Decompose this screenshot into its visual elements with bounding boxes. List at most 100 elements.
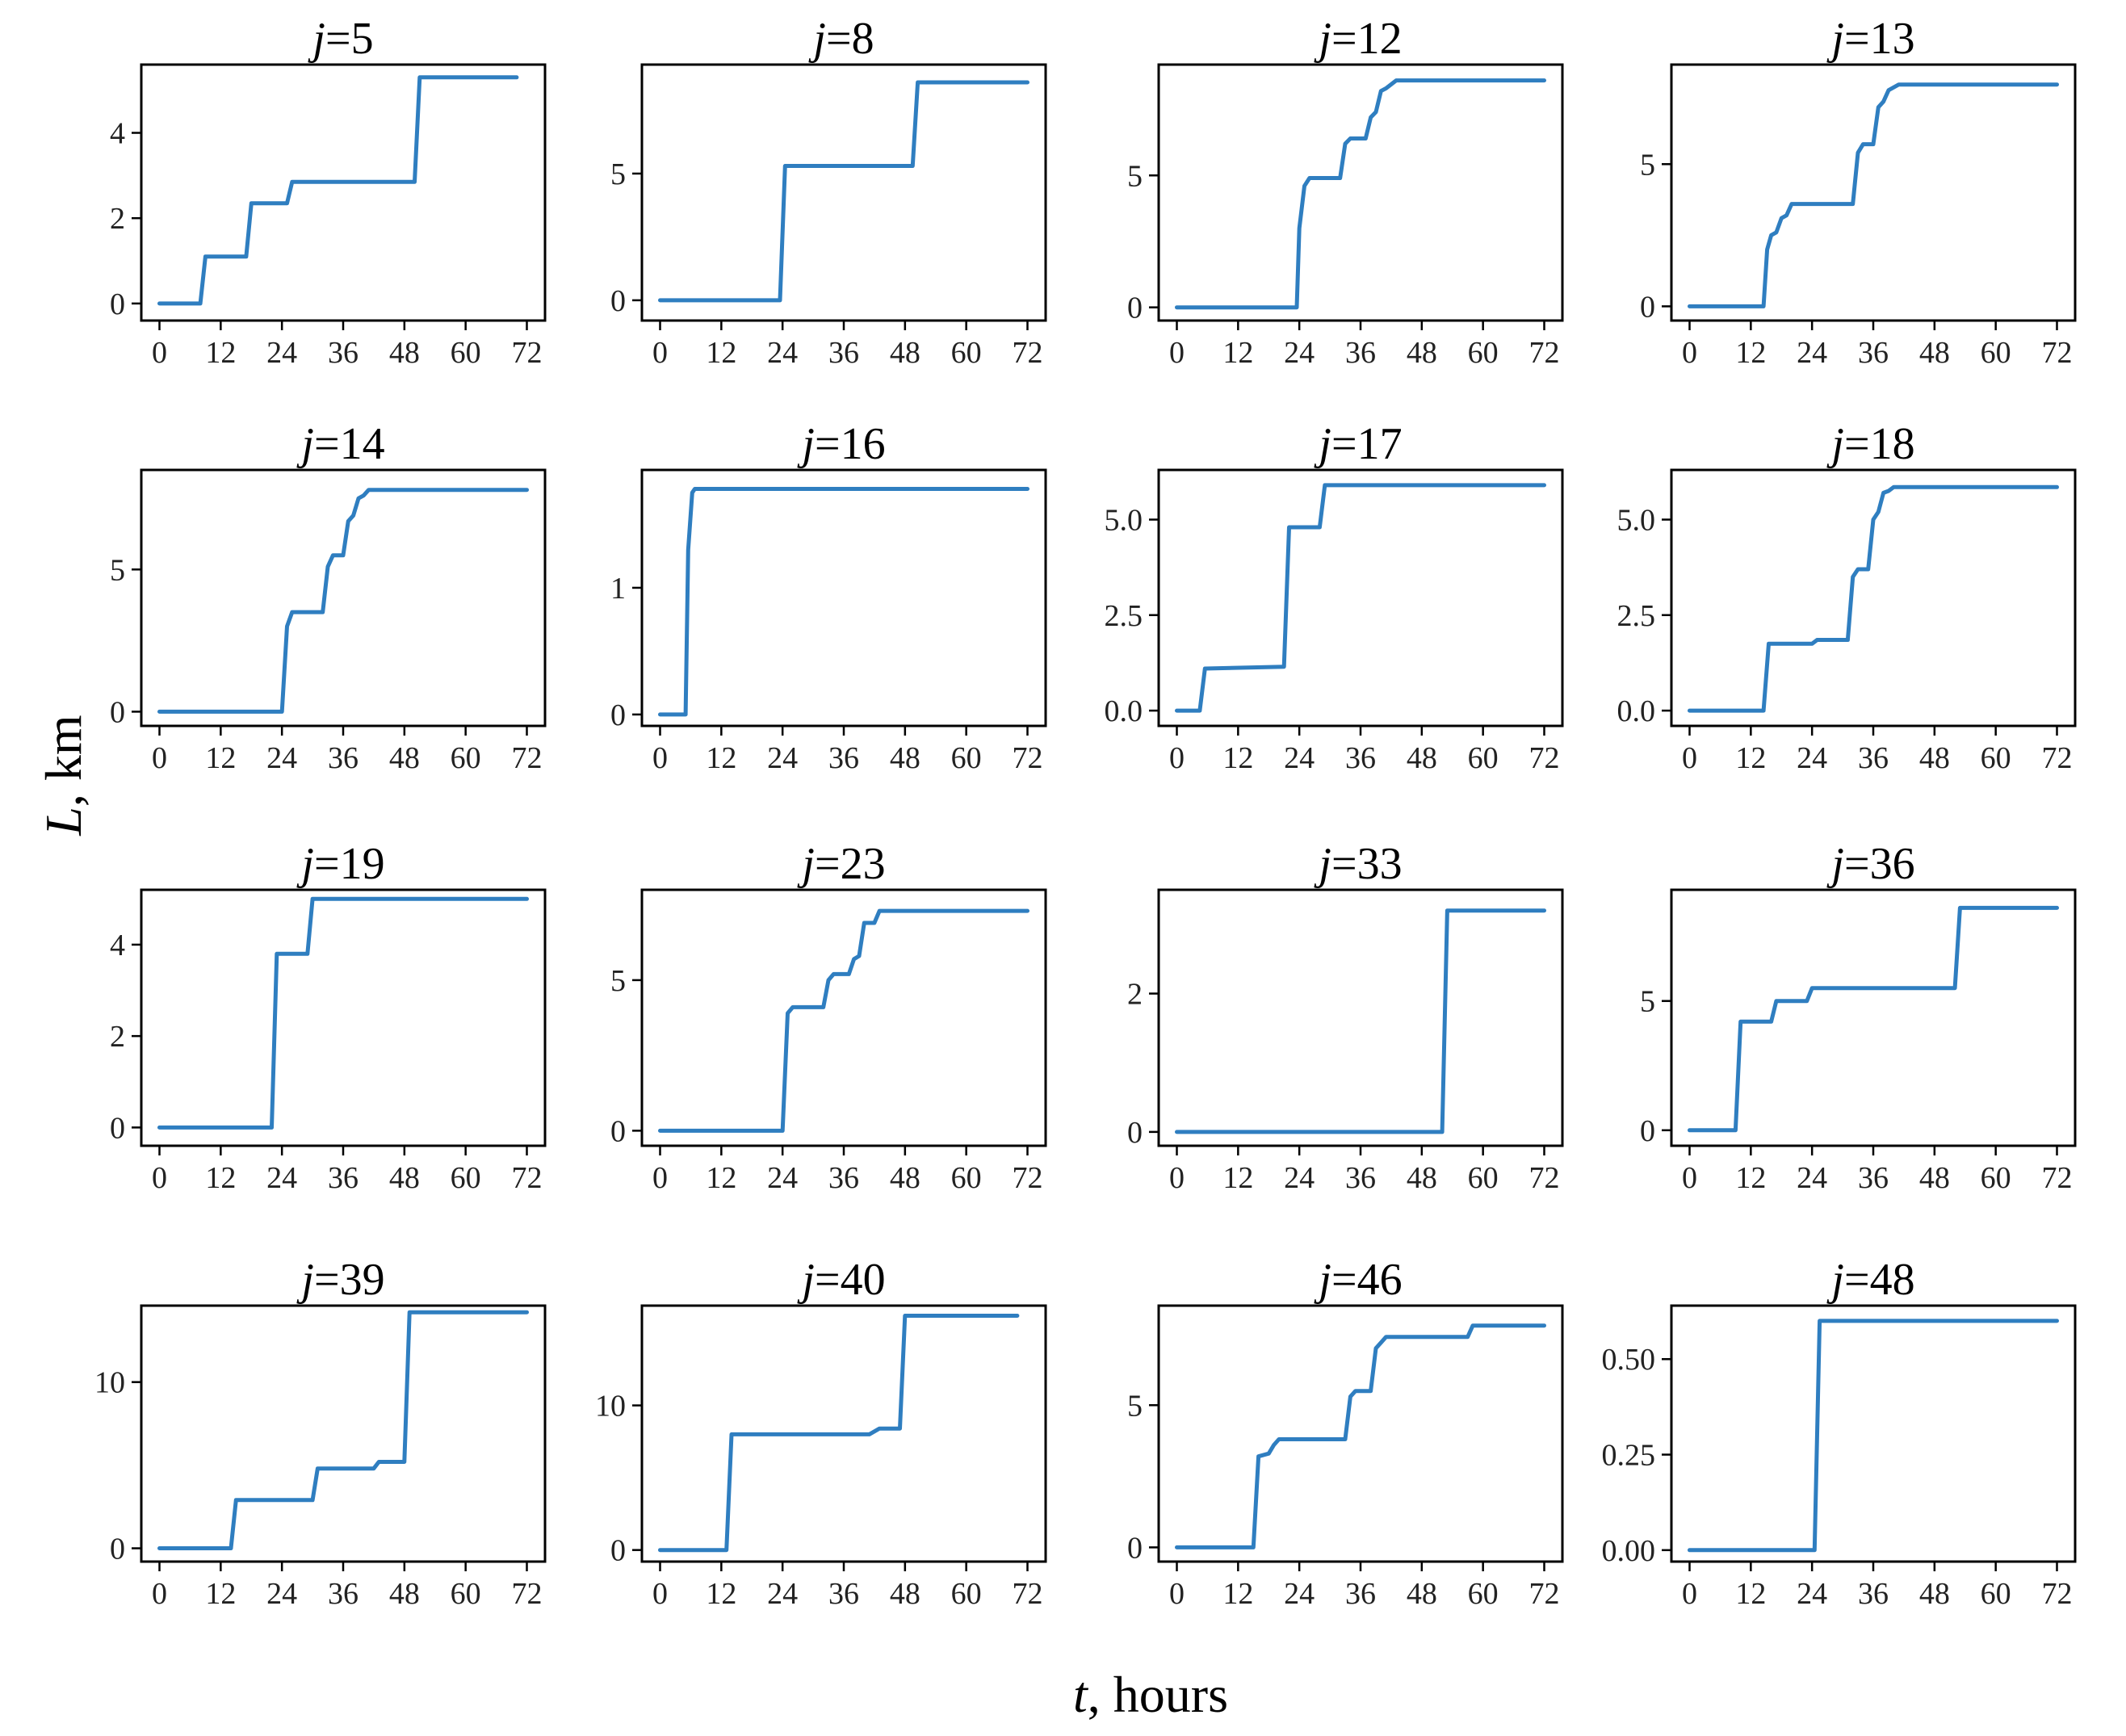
subplot-title-var: j [296, 1255, 314, 1305]
series-line [157, 896, 529, 1130]
x-tick-label: 48 [389, 741, 420, 775]
y-tick-label: 0 [1640, 290, 1655, 324]
y-tick-label: 0.25 [1602, 1439, 1656, 1473]
subplot-frame [1670, 888, 2077, 1147]
x-tick-label: 72 [2042, 336, 2073, 370]
x-tick-label: 12 [205, 1577, 236, 1611]
subplot-title-num: =46 [1331, 1255, 1403, 1305]
series-line [658, 908, 1029, 1133]
y-tick-label: 5 [1640, 148, 1655, 182]
x-tick-label: 36 [1858, 741, 1889, 775]
subplot-j14: j=14 0 12 24 36 48 60 72 0 5 [110, 419, 547, 775]
subplot-title-var: j [296, 839, 314, 889]
series-line [1175, 1323, 1546, 1549]
subplot-frame [140, 1304, 547, 1563]
x-tick-label: 24 [1284, 336, 1315, 370]
subplot-title-var: j [797, 419, 815, 469]
x-tick-label: 36 [328, 336, 359, 370]
x-axis-label: t, hours [1073, 1666, 1228, 1723]
x-tick-label: 24 [767, 336, 798, 370]
x-tick-label: 24 [1797, 1577, 1827, 1611]
x-tick-label: 36 [828, 741, 859, 775]
x-tick-label: 12 [1735, 1577, 1766, 1611]
x-tick-label: 0 [152, 741, 167, 775]
subplot-j16: j=16 0 12 24 36 48 60 72 0 1 [610, 419, 1047, 775]
subplot-title-num: =8 [826, 14, 874, 64]
x-tick-label: 12 [1735, 336, 1766, 370]
subplot-title: j=19 [296, 839, 384, 889]
x-tick-label: 60 [451, 1577, 481, 1611]
subplot-frame [1670, 1304, 2077, 1563]
x-tick-label: 72 [1529, 741, 1560, 775]
series-line [1688, 905, 2059, 1133]
subplot-j36: j=36 0 12 24 36 48 60 72 0 5 [1640, 839, 2077, 1195]
subplot-title-num: =5 [325, 14, 374, 64]
x-tick-label: 72 [1529, 336, 1560, 370]
subplot-title: j=13 [1826, 14, 1914, 64]
subplot-title-var: j [797, 839, 815, 889]
subplot-j46: j=46 0 12 24 36 48 60 72 0 5 [1127, 1255, 1564, 1611]
subplot-title-var: j [808, 14, 826, 64]
x-tick-label: 36 [1345, 1161, 1376, 1195]
x-tick-label: 60 [1981, 1577, 2011, 1611]
x-tick-label: 72 [512, 336, 543, 370]
x-tick-label: 24 [767, 1577, 798, 1611]
series-line [658, 487, 1029, 717]
x-tick-label: 72 [1013, 741, 1043, 775]
y-tick-label: 2 [110, 1020, 125, 1054]
y-tick-label: 0.50 [1602, 1343, 1656, 1377]
y-tick-label: 0 [610, 1534, 626, 1568]
x-tick-label: 36 [1858, 1577, 1889, 1611]
series-line [1688, 484, 2059, 713]
x-tick-label: 60 [951, 336, 982, 370]
y-tick-label: 0 [610, 698, 626, 732]
subplot-title: j=40 [797, 1255, 885, 1305]
y-tick-label: 0 [1127, 1531, 1143, 1565]
subplot-title-var: j [1826, 1255, 1844, 1305]
x-tick-label: 0 [1169, 1577, 1185, 1611]
y-tick-label: 5 [610, 964, 626, 998]
subplot-j8: j=8 0 12 24 36 48 60 72 0 5 [610, 14, 1047, 370]
x-tick-label: 60 [951, 1577, 982, 1611]
x-tick-label: 0 [152, 1161, 167, 1195]
y-tick-label: 5 [610, 157, 626, 191]
series-line [157, 488, 529, 714]
x-tick-label: 0 [1682, 1161, 1697, 1195]
y-tick-label: 0 [110, 1111, 125, 1145]
x-tick-label: 36 [1345, 336, 1376, 370]
x-tick-label: 36 [1345, 741, 1376, 775]
subplot-title: j=23 [797, 839, 885, 889]
subplot-j12: j=12 0 12 24 36 48 60 72 0 5 [1127, 14, 1564, 370]
x-tick-label: 48 [890, 741, 920, 775]
y-tick-label: 0 [110, 287, 125, 321]
x-tick-label: 36 [328, 741, 359, 775]
x-tick-label: 72 [1529, 1161, 1560, 1195]
x-tick-label: 0 [1682, 1577, 1697, 1611]
x-tick-label: 48 [890, 1161, 920, 1195]
y-axis-label-symbol: L [35, 807, 92, 837]
x-tick-label: 60 [951, 741, 982, 775]
y-tick-label: 0 [610, 1114, 626, 1148]
x-tick-label: 48 [389, 336, 420, 370]
x-tick-label: 24 [1284, 1577, 1315, 1611]
x-tick-label: 60 [951, 1161, 982, 1195]
x-tick-label: 0 [1169, 1161, 1185, 1195]
x-tick-label: 60 [1468, 336, 1499, 370]
x-tick-label: 72 [2042, 1161, 2073, 1195]
x-tick-label: 12 [205, 741, 236, 775]
subplot-frame [140, 468, 547, 728]
subplot-j40: j=40 0 12 24 36 48 60 72 0 10 [595, 1255, 1047, 1611]
x-tick-label: 24 [1284, 1161, 1315, 1195]
y-tick-label: 10 [94, 1366, 125, 1400]
x-tick-label: 48 [1407, 741, 1437, 775]
subplot-frame [140, 888, 547, 1147]
subplot-j23: j=23 0 12 24 36 48 60 72 0 5 [610, 839, 1047, 1195]
y-tick-label: 0 [610, 284, 626, 318]
x-tick-label: 0 [652, 1577, 668, 1611]
y-tick-label: 5 [1640, 985, 1655, 1019]
x-tick-label: 72 [1013, 336, 1043, 370]
subplot-title-var: j [1826, 839, 1844, 889]
y-tick-label: 0 [1127, 291, 1143, 325]
series-line [1688, 1319, 2059, 1553]
